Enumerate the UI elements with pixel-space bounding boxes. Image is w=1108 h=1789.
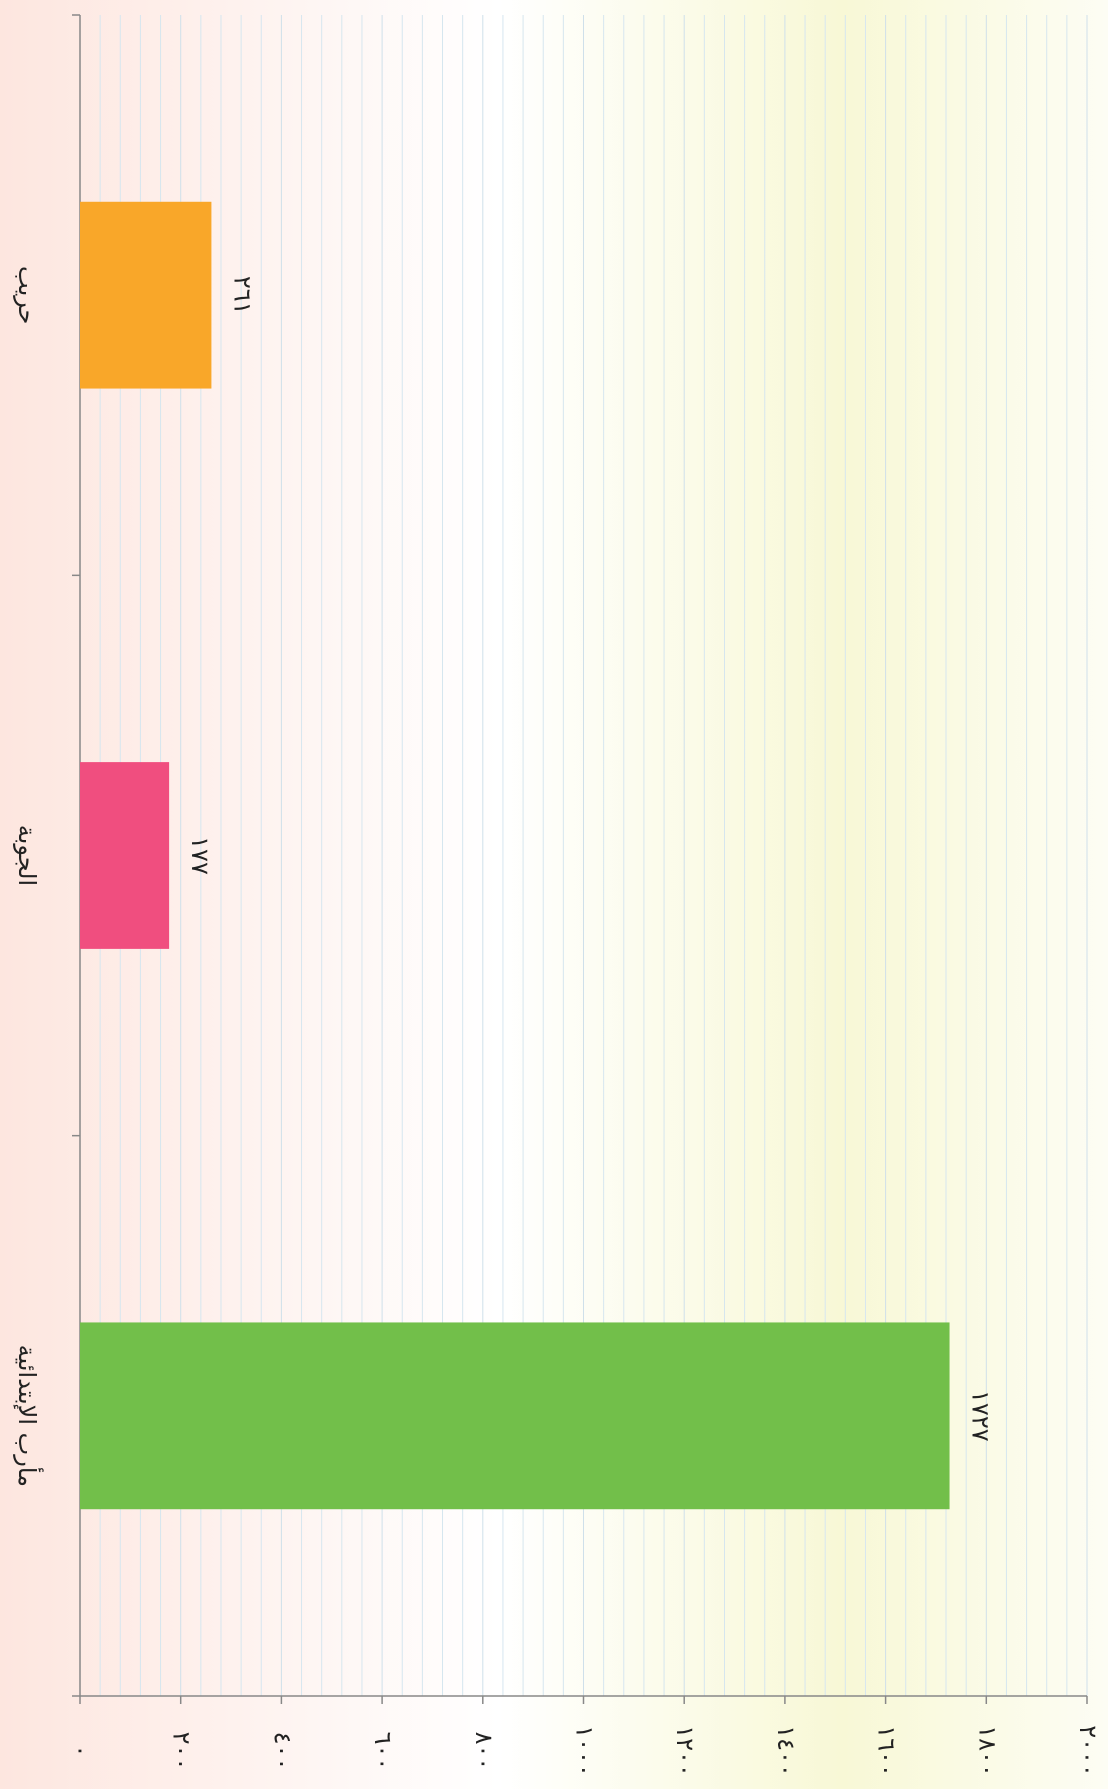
- x-tick-label: ١٠٠٠: [571, 1725, 599, 1777]
- bar: [80, 1322, 950, 1510]
- data-label: ١٧٢٧: [967, 1390, 995, 1442]
- category-label: مأرب الإبتدائية: [13, 1345, 44, 1487]
- x-tick-label: ١٦٠٠: [873, 1725, 901, 1777]
- x-tick-label: ١٨٠٠: [973, 1725, 1001, 1777]
- x-tick-label: ١٤٠٠: [772, 1725, 800, 1777]
- x-tick-label: ٦٠٠: [369, 1732, 397, 1771]
- x-tick-label: ٤٠٠: [268, 1732, 296, 1771]
- bar: [80, 201, 212, 389]
- x-tick-label: ١٢٠٠: [671, 1725, 699, 1777]
- x-tick-label: ٨٠٠: [470, 1732, 498, 1771]
- data-label: ١٧٧: [186, 836, 214, 875]
- category-label: الجوبة: [13, 825, 41, 886]
- x-tick-label: ٢٠٠٠: [1074, 1725, 1102, 1777]
- x-tick-label: ٠: [67, 1745, 95, 1758]
- data-label: ٢٦١: [228, 276, 256, 315]
- x-tick-label: ٢٠٠: [168, 1732, 196, 1771]
- category-label: حريب: [13, 266, 41, 324]
- bar: [80, 762, 170, 949]
